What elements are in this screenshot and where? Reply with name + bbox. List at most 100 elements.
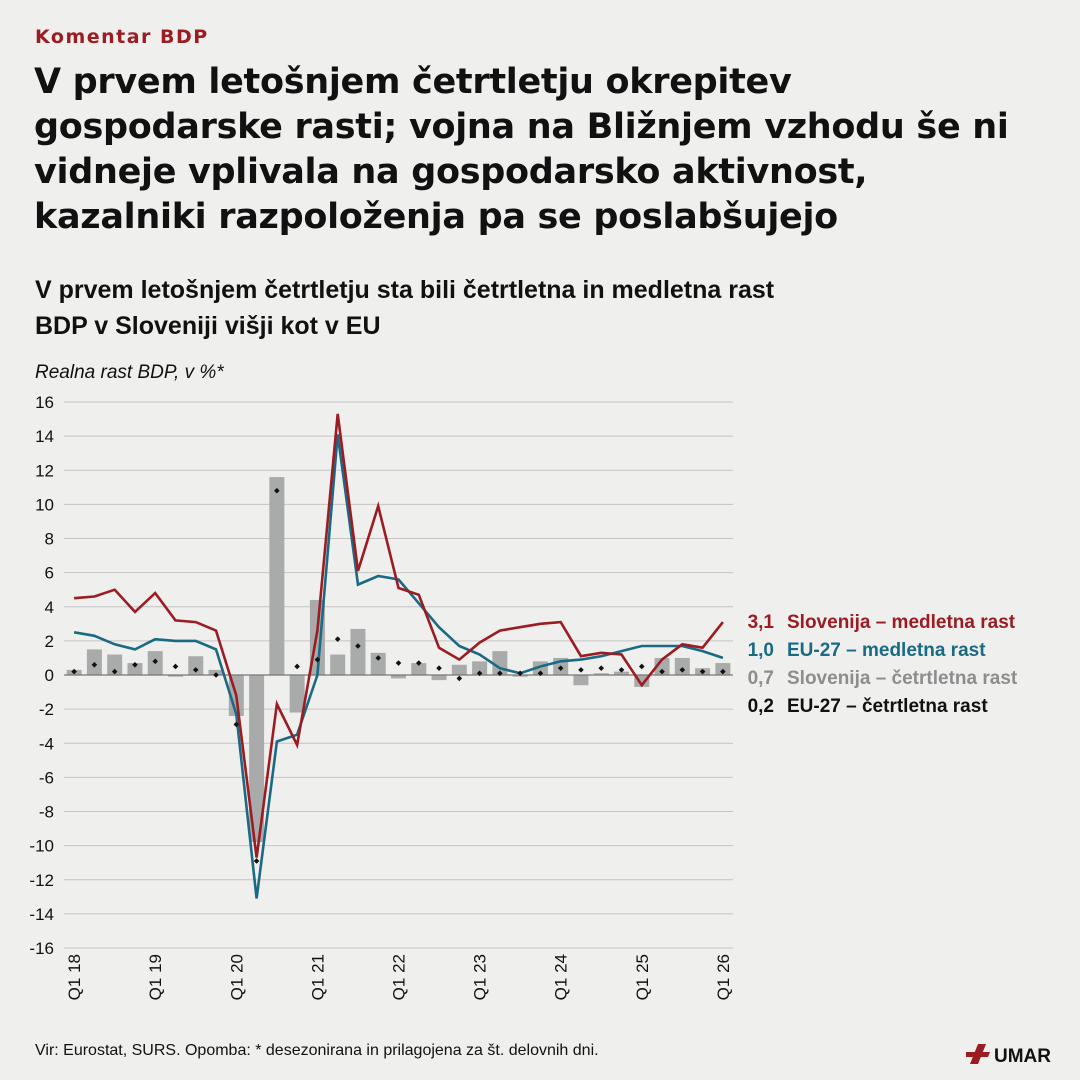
y-tick-label: -14 xyxy=(29,905,54,924)
y-tick-label: -8 xyxy=(39,803,54,822)
bar xyxy=(411,663,427,675)
y-axis-label: Realna rast BDP, v %* xyxy=(35,362,224,383)
dot xyxy=(456,675,463,682)
legend-value: 0,2 xyxy=(748,696,774,717)
dot xyxy=(638,663,645,670)
bar xyxy=(614,671,629,675)
dot xyxy=(720,668,726,675)
legend-label: Slovenija – četrtletna rast xyxy=(787,668,1018,689)
dot xyxy=(415,660,422,666)
dot xyxy=(375,655,382,661)
dot xyxy=(274,487,280,494)
dots-eu-cetrtletna xyxy=(71,487,726,864)
y-tick-label: 2 xyxy=(45,632,54,651)
x-tick-label: Q1 22 xyxy=(390,954,409,1000)
bar xyxy=(370,652,386,675)
legend: 3,1 Slovenija – medletna rast 1,0 EU-27 – m… xyxy=(748,612,1018,717)
legend-value: 0,7 xyxy=(748,668,774,689)
y-tick-label: -16 xyxy=(29,939,54,958)
bar xyxy=(634,675,650,687)
dot xyxy=(476,670,483,677)
dot xyxy=(557,665,564,671)
bar xyxy=(289,675,305,713)
y-tick-label: 4 xyxy=(45,598,54,617)
y-tick-label: 0 xyxy=(45,666,54,685)
headline: V prvem letošnjem četrtletju okrepitev g… xyxy=(34,62,1009,237)
y-tick-label: 10 xyxy=(35,495,54,514)
y-tick-label: -2 xyxy=(39,700,54,719)
bar xyxy=(188,656,204,675)
dot xyxy=(618,667,625,673)
legend-label: EU-27 – medletna rast xyxy=(787,640,986,661)
dot xyxy=(497,670,503,677)
x-tick-label: Q1 24 xyxy=(552,954,571,1000)
dot xyxy=(111,668,118,675)
dot xyxy=(334,636,341,642)
bar xyxy=(573,675,589,686)
dot xyxy=(71,668,77,675)
bar xyxy=(472,661,488,675)
dot xyxy=(578,667,584,673)
dot xyxy=(679,667,686,673)
y-tick-label: 16 xyxy=(35,393,54,412)
logo-text: UMAR xyxy=(994,1046,1051,1067)
bar xyxy=(431,675,447,681)
dot xyxy=(253,858,260,864)
bar xyxy=(391,675,406,679)
dot xyxy=(152,658,159,665)
y-tick-label: -10 xyxy=(29,837,54,856)
bar xyxy=(451,664,467,675)
y-axis-ticks: 16 14 12 10 8 6 4 2 0 -2 -4 -6 -8 -10 -12 -14 -16 xyxy=(29,393,54,958)
dot xyxy=(699,668,706,675)
dot xyxy=(233,721,240,728)
x-tick-label: Q1 21 xyxy=(308,954,327,1000)
dot xyxy=(172,663,179,670)
dot xyxy=(91,661,98,668)
dot xyxy=(192,667,199,673)
dot xyxy=(436,665,442,671)
bar xyxy=(168,675,183,677)
bar xyxy=(107,654,123,675)
dot xyxy=(598,665,605,671)
y-tick-label: 8 xyxy=(45,530,54,549)
source-note: Vir: Eurostat, SURS. Opomba: * desezonir… xyxy=(35,1042,599,1059)
bar xyxy=(269,477,285,675)
dot xyxy=(537,670,544,677)
dot xyxy=(659,668,665,675)
line-slovenija-medletna xyxy=(73,413,724,858)
legend-label: EU-27 – četrtletna rast xyxy=(787,696,988,717)
y-tick-label: 14 xyxy=(35,427,54,446)
x-tick-label: Q1 25 xyxy=(633,954,652,1000)
dot xyxy=(132,661,138,668)
bars-slovenija-cetrtletna xyxy=(66,477,731,843)
kicker: Komentar BDP xyxy=(35,26,209,48)
legend-label: Slovenija – medletna rast xyxy=(787,612,1016,633)
bar xyxy=(330,654,346,675)
y-tick-label: 12 xyxy=(35,461,54,480)
x-tick-label: Q1 19 xyxy=(146,954,165,1000)
x-tick-label: Q1 26 xyxy=(714,954,733,1000)
x-tick-label: Q1 20 xyxy=(227,954,246,1000)
bar xyxy=(249,675,265,843)
x-tick-label: Q1 23 xyxy=(471,954,490,1000)
bar xyxy=(593,673,609,675)
x-tick-label: Q1 18 xyxy=(65,954,84,1000)
dot xyxy=(213,672,219,678)
umar-logo: UMAR xyxy=(966,1044,1051,1067)
bar xyxy=(674,657,690,675)
x-axis-ticks: Q1 18 Q1 19 Q1 20 Q1 21 Q1 22 Q1 23 Q1 24 Q1 25… xyxy=(65,954,733,1000)
y-tick-label: 6 xyxy=(45,564,54,583)
chart-title: V prvem letošnjem četrtletju sta bili če… xyxy=(35,276,775,340)
dot xyxy=(395,660,402,666)
y-tick-label: -6 xyxy=(39,768,54,787)
dot xyxy=(517,670,523,677)
y-tick-label: -4 xyxy=(39,734,54,753)
dot xyxy=(314,656,321,663)
y-tick-label: -12 xyxy=(29,871,54,890)
legend-value: 3,1 xyxy=(748,612,775,633)
bar xyxy=(127,663,143,675)
dot xyxy=(355,643,361,649)
dot xyxy=(294,663,300,670)
legend-value: 1,0 xyxy=(748,640,774,661)
